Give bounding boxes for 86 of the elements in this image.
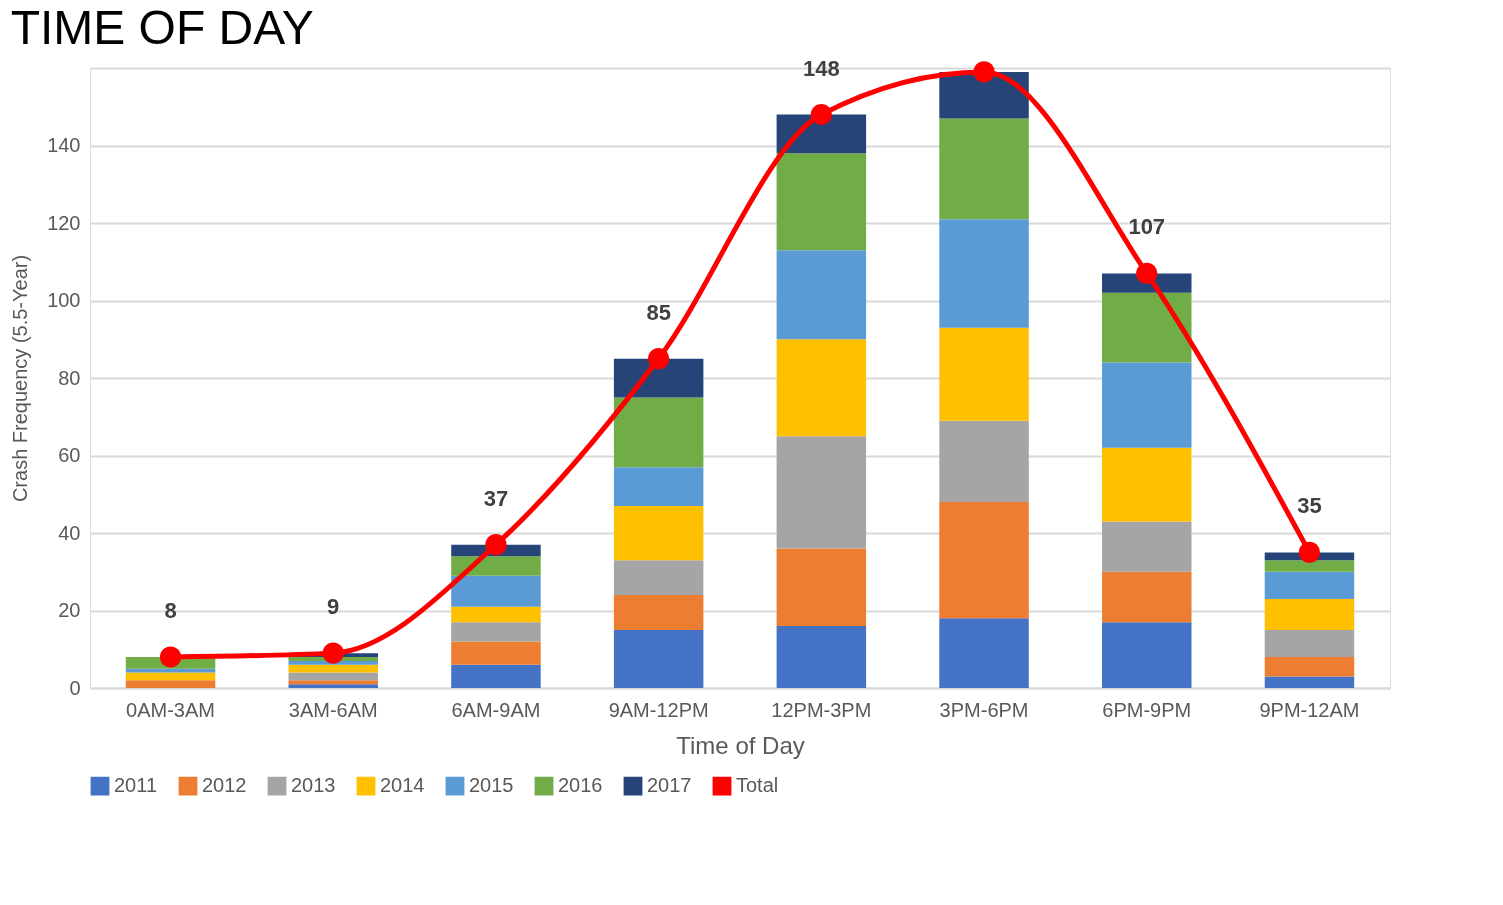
bar (1102, 362, 1192, 448)
bar (1102, 622, 1192, 688)
bar (613, 560, 704, 595)
bar (776, 339, 867, 437)
bar (288, 680, 378, 685)
x-tick-label: 6PM-9PM (1102, 698, 1192, 721)
bar (451, 606, 541, 623)
x-tick-label: 3AM-6AM (288, 698, 378, 721)
data-label: 8 (164, 598, 177, 623)
bar (451, 664, 541, 688)
bar (1102, 521, 1192, 572)
point (973, 61, 995, 83)
bar (613, 595, 704, 630)
bar (1264, 657, 1355, 677)
legend-label: 2016 (558, 774, 603, 797)
bar (613, 467, 704, 506)
point (810, 103, 832, 126)
bar (776, 250, 867, 340)
y-tick-label: 80 (58, 366, 81, 389)
bar (1102, 571, 1192, 623)
bar (613, 397, 704, 468)
bar (939, 420, 1029, 502)
bar (288, 684, 378, 688)
chart-title: TIME OF DAY (10, 0, 314, 54)
bar (288, 664, 378, 673)
bar (939, 219, 1029, 328)
y-tick-label: 140 (47, 134, 81, 156)
point (159, 646, 182, 668)
data-label: 107 (1128, 214, 1166, 240)
point (1136, 262, 1158, 284)
data-label: 9 (327, 594, 340, 620)
x-tick-label: 3PM-6PM (939, 698, 1029, 721)
point (1298, 541, 1321, 563)
x-tick-label: 9AM-12PM (608, 698, 709, 721)
bar (288, 660, 378, 665)
bar (1102, 292, 1192, 363)
y-axis-title: Crash Frequency (5.5-Year) (9, 254, 32, 503)
legend-label: 2014 (380, 774, 425, 797)
legend-label: 2012 (202, 774, 247, 797)
bar (776, 153, 867, 251)
bar (1102, 447, 1192, 522)
y-tick-label: 20 (58, 599, 81, 621)
bar (288, 672, 378, 681)
bar (1264, 629, 1355, 657)
legend-label: 2015 (469, 774, 514, 797)
x-tick-label: 6AM-9AM (451, 698, 541, 721)
bar (776, 626, 867, 688)
bar (451, 575, 541, 607)
y-tick-label: 40 (58, 521, 81, 544)
point (322, 642, 344, 664)
data-label: 35 (1297, 493, 1322, 519)
legend-label: Total (736, 774, 779, 797)
bar (1264, 560, 1355, 572)
y-tick-label: 100 (47, 289, 81, 311)
bar (125, 668, 216, 673)
x-tick-label: 9PM-12AM (1259, 698, 1360, 721)
bar (939, 327, 1029, 421)
x-axis-title: Time of Day (676, 731, 805, 759)
bar (125, 680, 216, 688)
bar (451, 622, 541, 642)
bar (1264, 571, 1355, 599)
bar (1264, 598, 1355, 630)
bar (939, 118, 1029, 220)
data-label: 85 (646, 299, 671, 325)
bar (939, 618, 1029, 688)
y-tick-label: 60 (58, 444, 81, 466)
point (648, 348, 670, 370)
bar (451, 641, 541, 665)
bar (451, 556, 541, 576)
data-label: 37 (483, 485, 509, 511)
bar (939, 502, 1029, 619)
legend-label: 2013 (291, 774, 336, 797)
bar (1264, 676, 1355, 688)
x-tick-label: 0AM-3AM (126, 698, 215, 721)
bar (613, 629, 704, 688)
legend-label: 2011 (114, 774, 158, 797)
bar (125, 672, 216, 681)
y-tick-label: 120 (47, 211, 81, 234)
point (485, 534, 507, 556)
bar (776, 548, 867, 626)
data-label: 148 (802, 55, 840, 81)
y-tick-label: 0 (69, 676, 81, 699)
bar (776, 436, 867, 549)
x-tick-label: 12PM-3PM (771, 698, 872, 721)
legend-label: 2017 (647, 774, 692, 797)
bar (613, 505, 704, 561)
